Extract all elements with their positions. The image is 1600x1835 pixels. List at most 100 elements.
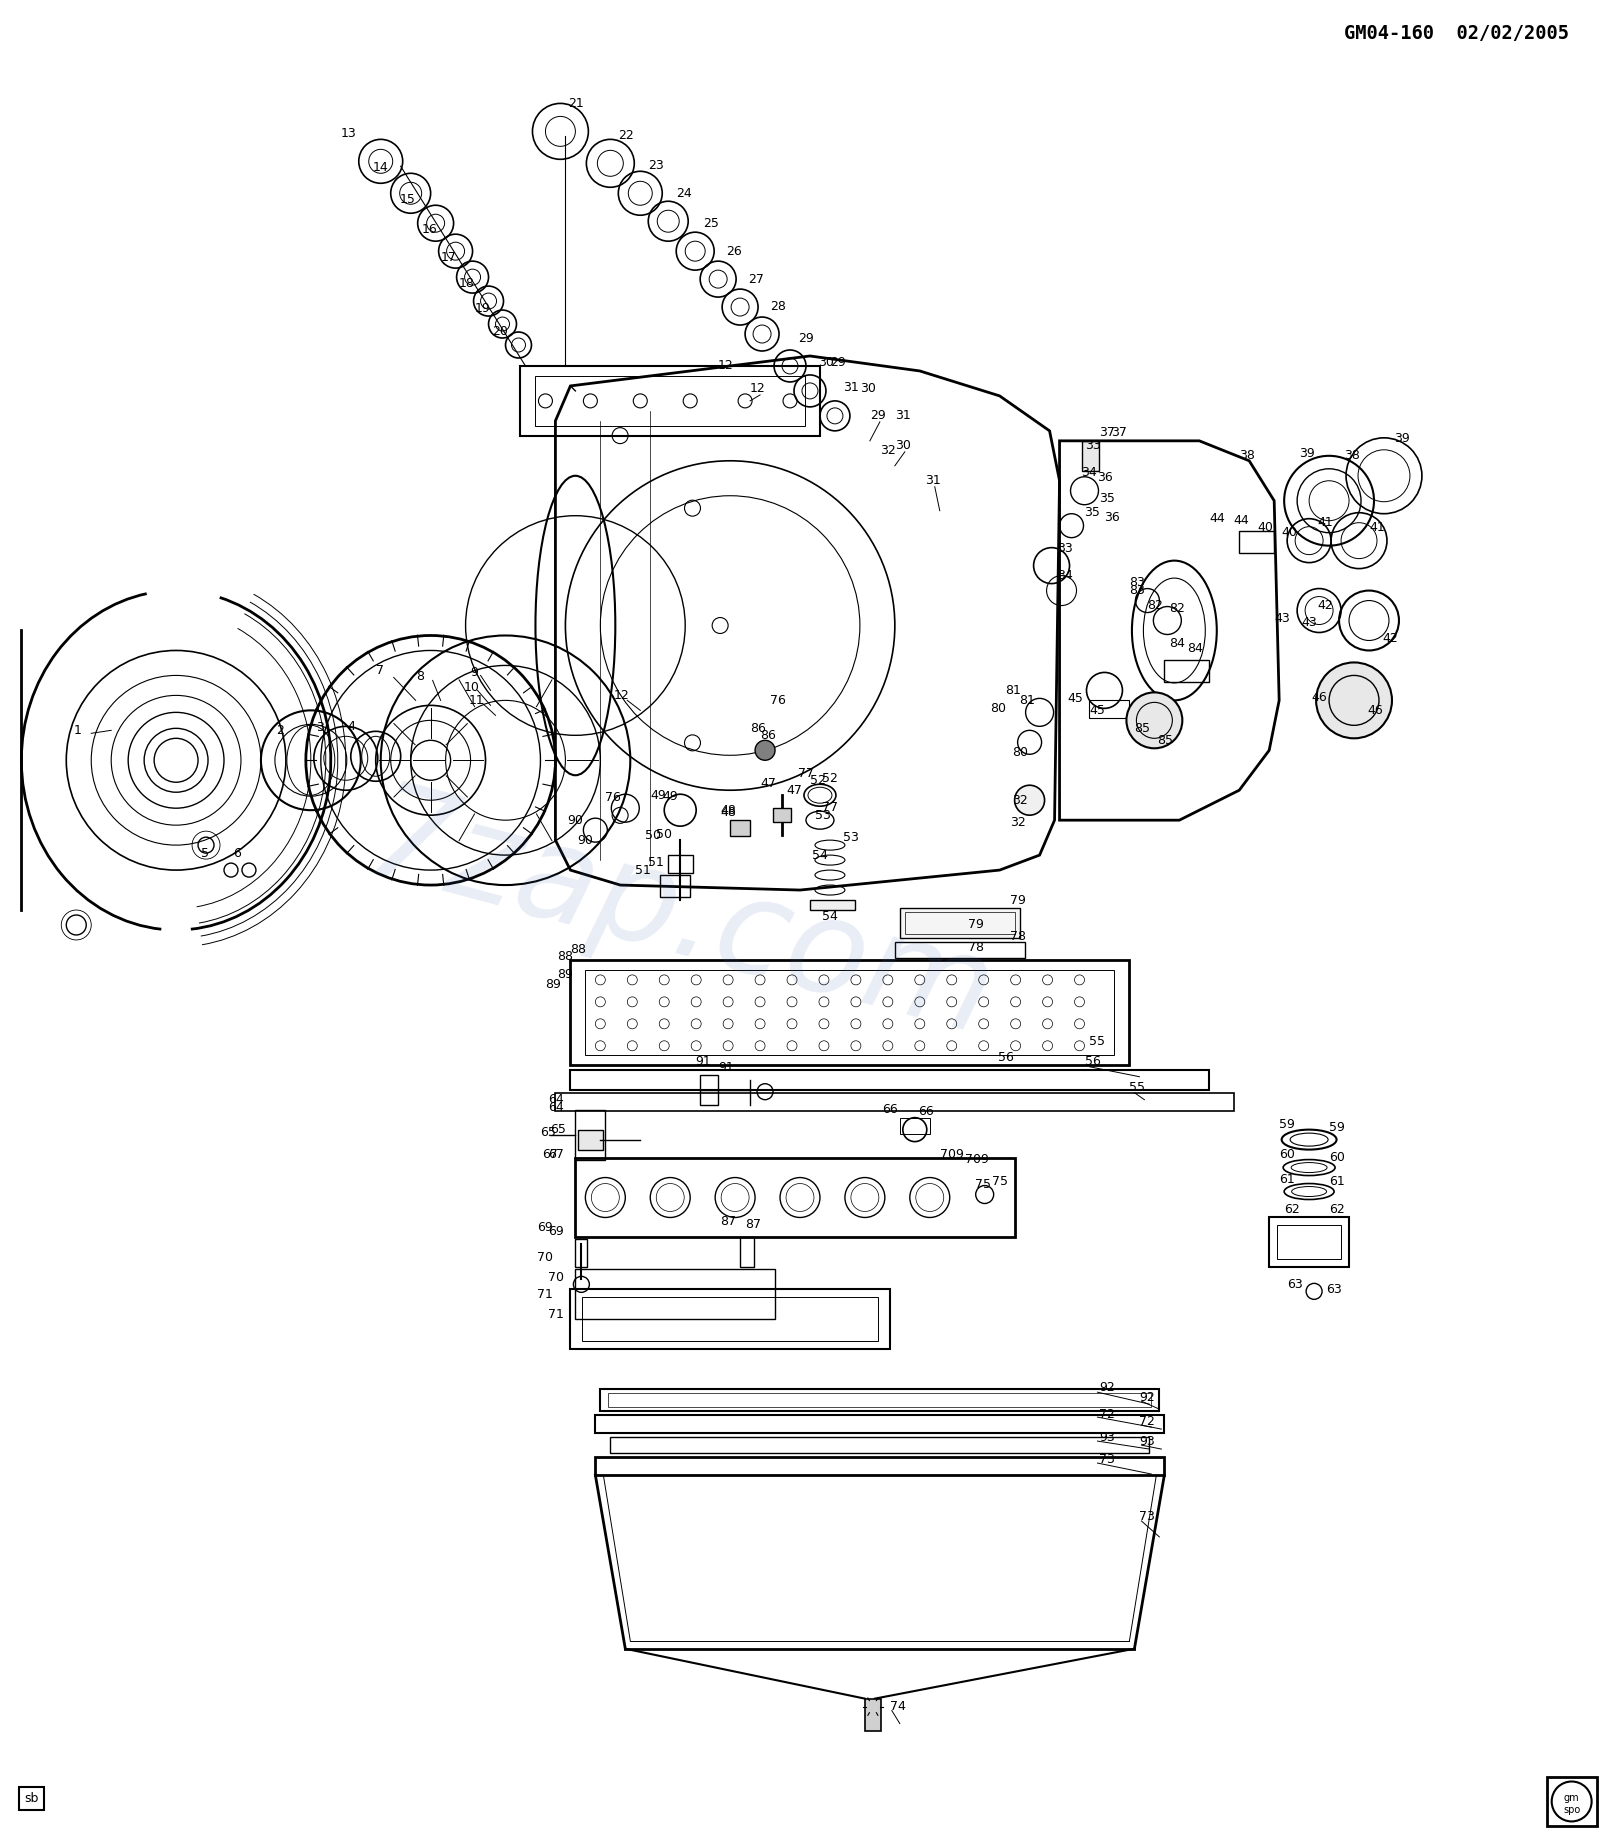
Circle shape	[755, 740, 774, 760]
Text: 34: 34	[1058, 569, 1074, 582]
Text: 17: 17	[440, 251, 456, 264]
Bar	[582, 1297, 878, 1341]
Text: 40: 40	[1258, 521, 1274, 534]
Text: 19: 19	[475, 301, 490, 314]
Text: 33: 33	[1058, 541, 1074, 556]
Text: 30: 30	[859, 382, 875, 395]
Text: 9: 9	[470, 666, 478, 679]
Text: 51: 51	[648, 855, 664, 868]
Text: 16: 16	[422, 222, 437, 235]
Text: 30: 30	[818, 356, 834, 369]
Text: 39: 39	[1299, 448, 1315, 461]
Text: 82: 82	[1170, 602, 1186, 615]
Text: 37: 37	[1112, 426, 1128, 439]
Bar	[661, 875, 690, 897]
Bar	[1269, 1217, 1349, 1268]
Text: 29: 29	[830, 356, 846, 369]
Text: 92: 92	[1099, 1380, 1115, 1395]
Text: 87: 87	[746, 1218, 762, 1231]
Circle shape	[1014, 785, 1045, 815]
Text: 86: 86	[750, 721, 766, 734]
Text: 53: 53	[814, 809, 830, 822]
Text: 70: 70	[549, 1272, 565, 1284]
Text: 90: 90	[568, 813, 584, 828]
Text: 41: 41	[1317, 516, 1333, 528]
Text: 61: 61	[1278, 1173, 1294, 1185]
Text: 31: 31	[894, 409, 910, 422]
Text: 7zap.com: 7zap.com	[354, 776, 1006, 1064]
Bar	[1165, 661, 1210, 683]
Text: 67: 67	[549, 1149, 565, 1162]
Text: 35: 35	[1099, 492, 1115, 505]
Text: 80: 80	[1011, 745, 1027, 760]
Text: 59: 59	[1278, 1118, 1294, 1130]
Text: 46: 46	[1366, 705, 1382, 717]
Text: 83: 83	[1130, 584, 1146, 596]
Text: 72: 72	[1139, 1415, 1155, 1428]
Text: 54: 54	[811, 848, 827, 862]
Text: 55: 55	[1130, 1081, 1146, 1094]
Text: 53: 53	[843, 831, 859, 844]
Text: 41: 41	[1370, 521, 1384, 534]
Text: 49: 49	[662, 789, 678, 802]
Bar	[701, 1075, 718, 1105]
Bar	[866, 1699, 882, 1730]
Text: 6: 6	[234, 846, 242, 859]
Text: 75: 75	[992, 1174, 1008, 1187]
Bar	[595, 1457, 1165, 1475]
Text: 79: 79	[968, 919, 984, 932]
Text: 90: 90	[578, 833, 594, 846]
Bar	[555, 1092, 1234, 1110]
Text: 37: 37	[1099, 426, 1115, 439]
Text: 5: 5	[202, 846, 210, 859]
Text: spo: spo	[1563, 1806, 1581, 1815]
Text: 48: 48	[720, 806, 736, 818]
Bar	[1082, 440, 1099, 472]
Text: 54: 54	[822, 910, 838, 923]
Text: 26: 26	[726, 244, 742, 257]
Text: 27: 27	[749, 273, 763, 286]
Text: 78: 78	[968, 941, 984, 954]
Bar	[1240, 530, 1274, 552]
Text: 34: 34	[1082, 466, 1098, 479]
Text: 69: 69	[549, 1226, 565, 1239]
Text: 73: 73	[1099, 1453, 1115, 1466]
Text: 11: 11	[469, 694, 485, 706]
Text: 64: 64	[549, 1094, 565, 1107]
Bar	[741, 1237, 754, 1268]
Text: 55: 55	[1090, 1035, 1106, 1048]
Bar	[576, 1270, 774, 1319]
Text: 31: 31	[843, 382, 859, 395]
Text: 89: 89	[546, 978, 562, 991]
Text: gm: gm	[1563, 1793, 1579, 1804]
Text: 75: 75	[974, 1178, 990, 1191]
Bar	[669, 855, 693, 873]
Text: 77: 77	[822, 800, 838, 813]
Text: 36: 36	[1098, 472, 1114, 484]
Circle shape	[1317, 662, 1392, 738]
Text: 25: 25	[702, 217, 718, 229]
Text: 74: 74	[890, 1701, 906, 1714]
Text: 12: 12	[718, 360, 734, 373]
Bar	[773, 807, 790, 822]
Text: 29: 29	[870, 409, 886, 422]
Text: 33: 33	[1085, 439, 1101, 451]
Circle shape	[1126, 692, 1182, 749]
Text: 51: 51	[635, 864, 651, 877]
Text: 40: 40	[1282, 527, 1298, 539]
Text: 38: 38	[1344, 450, 1360, 462]
Text: 32: 32	[1011, 795, 1027, 807]
Text: 72: 72	[1099, 1407, 1115, 1420]
Circle shape	[1552, 1782, 1592, 1822]
Bar	[595, 1415, 1165, 1433]
Text: 62: 62	[1330, 1204, 1346, 1217]
Text: 91: 91	[694, 1055, 710, 1068]
Text: 83: 83	[1130, 576, 1146, 589]
Text: 30: 30	[894, 439, 910, 451]
Text: 36: 36	[1104, 512, 1120, 525]
Bar	[536, 376, 805, 426]
Bar	[608, 1393, 1152, 1407]
Text: 79: 79	[1010, 894, 1026, 906]
Text: 12: 12	[613, 688, 629, 701]
Text: 21: 21	[568, 97, 584, 110]
